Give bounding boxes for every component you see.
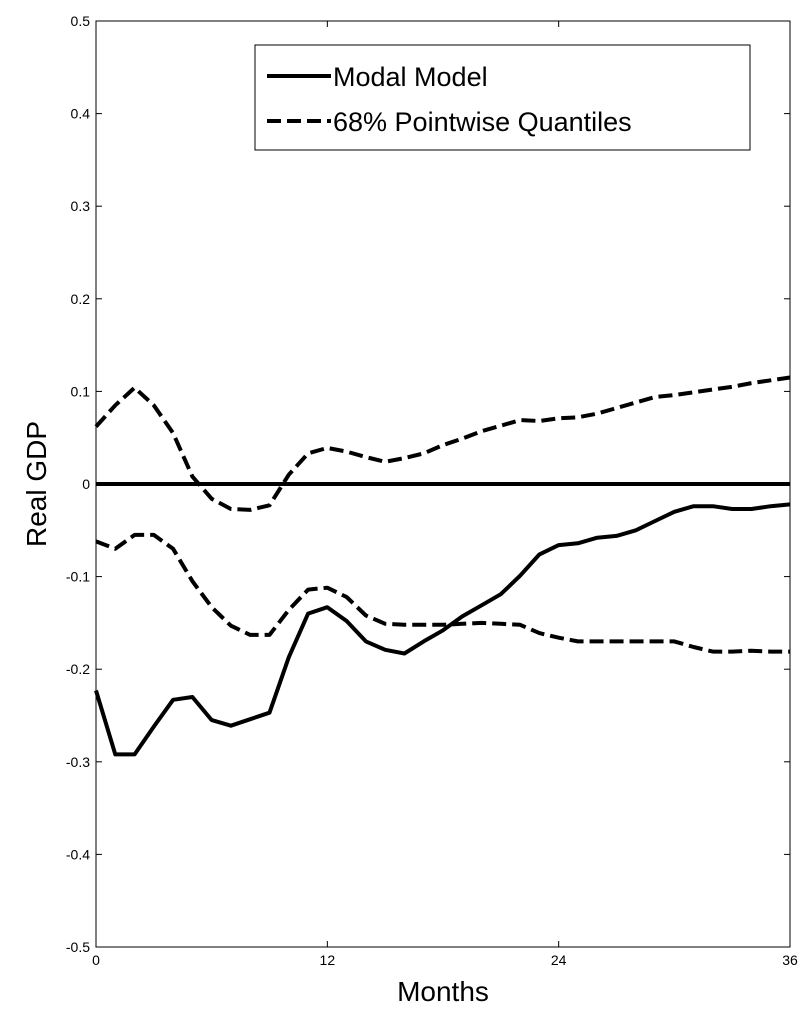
legend-label-quantiles: 68% Pointwise Quantiles	[333, 107, 632, 137]
y-tick-label: -0.3	[66, 754, 90, 770]
y-tick-label: -0.4	[66, 846, 90, 862]
x-tick-label: 0	[92, 952, 100, 968]
y-tick-label: 0.5	[71, 13, 91, 29]
series-line-68-pointwise-quantiles-2	[95, 532, 790, 654]
legend: Modal Model 68% Pointwise Quantiles	[254, 44, 751, 151]
y-tick-label: 0.3	[71, 198, 91, 214]
y-tick-label: -0.1	[66, 569, 90, 585]
tick-layer: -0.5 -0.4 -0.3 -0.2 -0.1 0 0.1 0.2 0.3 0.4 0.5 0 12 2…	[66, 13, 798, 968]
x-tick-label: 12	[320, 952, 336, 968]
x-tick-label: 36	[782, 952, 798, 968]
y-tick-label: -0.2	[66, 661, 90, 677]
x-tick-label: 24	[551, 952, 567, 968]
y-tick-label: 0.2	[71, 291, 91, 307]
y-axis-label: Real GDP	[21, 421, 52, 547]
series-layer	[94, 375, 791, 757]
y-tick-label: -0.5	[66, 939, 90, 955]
x-axis-label: Months	[397, 976, 489, 1007]
y-tick-label: 0.1	[71, 383, 91, 399]
series-line-68-pointwise-quantiles-1	[94, 375, 791, 512]
y-tick-label: 0	[82, 476, 90, 492]
y-tick-label: 0.4	[71, 106, 91, 122]
legend-box	[254, 44, 751, 151]
series-line-modal-model-0	[94, 502, 791, 757]
legend-label-modal-model: Modal Model	[333, 62, 488, 92]
